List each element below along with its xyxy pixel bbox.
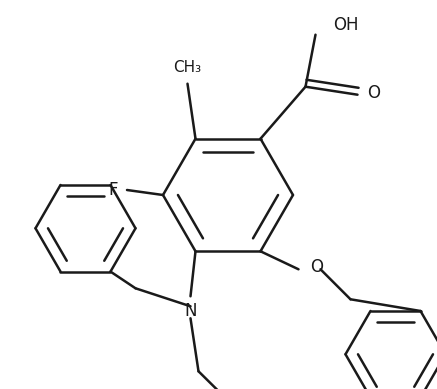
Text: N: N (184, 302, 197, 320)
Text: O: O (311, 258, 323, 276)
Text: O: O (367, 84, 380, 102)
Text: OH: OH (333, 16, 359, 34)
Text: CH₃: CH₃ (173, 60, 201, 75)
Text: F: F (108, 181, 118, 199)
